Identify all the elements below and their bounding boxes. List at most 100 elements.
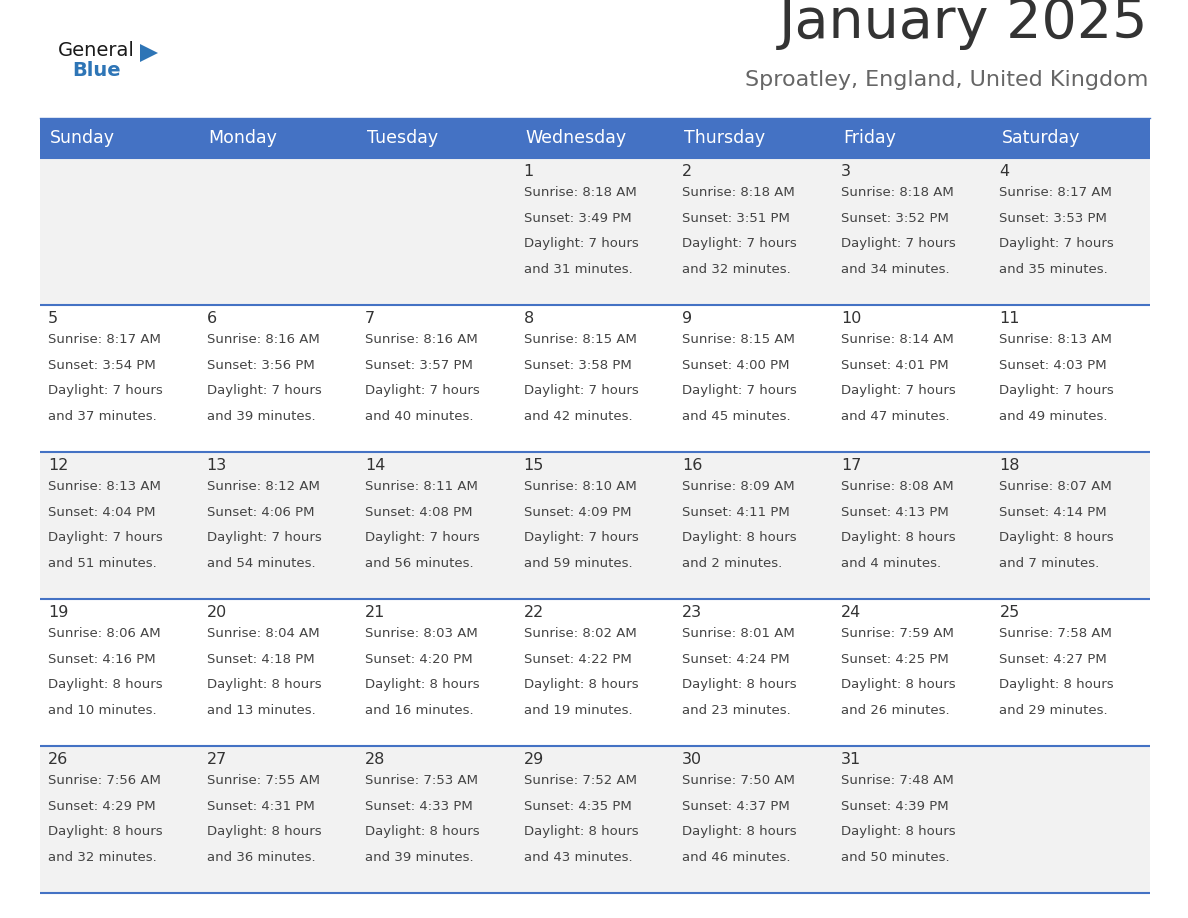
Text: and 16 minutes.: and 16 minutes.	[365, 704, 474, 717]
Text: Sunrise: 7:59 AM: Sunrise: 7:59 AM	[841, 627, 954, 640]
Text: Sunrise: 8:06 AM: Sunrise: 8:06 AM	[48, 627, 160, 640]
Text: Sunset: 3:57 PM: Sunset: 3:57 PM	[365, 359, 473, 372]
Text: 14: 14	[365, 458, 386, 473]
Text: and 59 minutes.: and 59 minutes.	[524, 557, 632, 570]
Text: Sunset: 4:00 PM: Sunset: 4:00 PM	[682, 359, 790, 372]
Text: Daylight: 7 hours: Daylight: 7 hours	[999, 238, 1114, 251]
Text: Daylight: 7 hours: Daylight: 7 hours	[207, 385, 321, 397]
Text: Daylight: 7 hours: Daylight: 7 hours	[365, 532, 480, 544]
Text: and 32 minutes.: and 32 minutes.	[48, 851, 157, 864]
Text: Sunrise: 8:09 AM: Sunrise: 8:09 AM	[682, 480, 795, 493]
Text: and 40 minutes.: and 40 minutes.	[365, 410, 474, 423]
Text: Monday: Monday	[209, 129, 278, 147]
Text: and 45 minutes.: and 45 minutes.	[682, 410, 791, 423]
Text: Daylight: 8 hours: Daylight: 8 hours	[524, 678, 638, 691]
Text: Sunset: 4:33 PM: Sunset: 4:33 PM	[365, 800, 473, 812]
Text: Blue: Blue	[72, 61, 121, 80]
Text: Daylight: 8 hours: Daylight: 8 hours	[841, 678, 955, 691]
Text: Daylight: 8 hours: Daylight: 8 hours	[48, 678, 163, 691]
Bar	[40, 599, 1150, 746]
Bar	[40, 118, 1150, 158]
Text: Daylight: 8 hours: Daylight: 8 hours	[682, 825, 797, 838]
Text: and 56 minutes.: and 56 minutes.	[365, 557, 474, 570]
Text: Sunrise: 8:01 AM: Sunrise: 8:01 AM	[682, 627, 795, 640]
Text: Sunrise: 7:50 AM: Sunrise: 7:50 AM	[682, 774, 795, 787]
Text: and 49 minutes.: and 49 minutes.	[999, 410, 1108, 423]
Text: Daylight: 7 hours: Daylight: 7 hours	[682, 238, 797, 251]
Text: and 29 minutes.: and 29 minutes.	[999, 704, 1108, 717]
Text: Sunset: 4:35 PM: Sunset: 4:35 PM	[524, 800, 632, 812]
Text: Sunrise: 8:07 AM: Sunrise: 8:07 AM	[999, 480, 1112, 493]
Text: 9: 9	[682, 311, 693, 326]
Text: Daylight: 7 hours: Daylight: 7 hours	[524, 385, 638, 397]
Text: 18: 18	[999, 458, 1020, 473]
Text: Sunrise: 8:11 AM: Sunrise: 8:11 AM	[365, 480, 478, 493]
Text: Sunset: 3:51 PM: Sunset: 3:51 PM	[682, 212, 790, 225]
Text: Wednesday: Wednesday	[526, 129, 627, 147]
Text: Sunset: 4:31 PM: Sunset: 4:31 PM	[207, 800, 315, 812]
Text: Sunrise: 8:13 AM: Sunrise: 8:13 AM	[999, 333, 1112, 346]
Text: 29: 29	[524, 752, 544, 767]
Polygon shape	[140, 44, 158, 62]
Text: Sunrise: 8:03 AM: Sunrise: 8:03 AM	[365, 627, 478, 640]
Text: 28: 28	[365, 752, 386, 767]
Text: 13: 13	[207, 458, 227, 473]
Text: Daylight: 7 hours: Daylight: 7 hours	[48, 532, 163, 544]
Text: Sunset: 4:06 PM: Sunset: 4:06 PM	[207, 506, 314, 519]
Text: and 32 minutes.: and 32 minutes.	[682, 263, 791, 276]
Text: and 46 minutes.: and 46 minutes.	[682, 851, 791, 864]
Text: Daylight: 7 hours: Daylight: 7 hours	[999, 385, 1114, 397]
Text: and 26 minutes.: and 26 minutes.	[841, 704, 949, 717]
Text: Sunset: 3:54 PM: Sunset: 3:54 PM	[48, 359, 156, 372]
Text: Sunrise: 7:48 AM: Sunrise: 7:48 AM	[841, 774, 954, 787]
Text: Sunset: 4:22 PM: Sunset: 4:22 PM	[524, 653, 632, 666]
Text: and 37 minutes.: and 37 minutes.	[48, 410, 157, 423]
Text: Sunset: 4:04 PM: Sunset: 4:04 PM	[48, 506, 156, 519]
Text: Sunrise: 7:53 AM: Sunrise: 7:53 AM	[365, 774, 478, 787]
Text: Sunrise: 8:17 AM: Sunrise: 8:17 AM	[48, 333, 160, 346]
Text: Sunset: 3:56 PM: Sunset: 3:56 PM	[207, 359, 315, 372]
Text: Sunset: 4:24 PM: Sunset: 4:24 PM	[682, 653, 790, 666]
Text: 1: 1	[524, 164, 533, 179]
Text: Sunset: 4:25 PM: Sunset: 4:25 PM	[841, 653, 948, 666]
Text: Daylight: 8 hours: Daylight: 8 hours	[524, 825, 638, 838]
Text: Sunrise: 8:16 AM: Sunrise: 8:16 AM	[365, 333, 478, 346]
Text: and 4 minutes.: and 4 minutes.	[841, 557, 941, 570]
Text: and 36 minutes.: and 36 minutes.	[207, 851, 315, 864]
Text: 26: 26	[48, 752, 68, 767]
Text: Sunrise: 8:15 AM: Sunrise: 8:15 AM	[682, 333, 795, 346]
Text: 31: 31	[841, 752, 861, 767]
Text: Sunrise: 8:08 AM: Sunrise: 8:08 AM	[841, 480, 954, 493]
Bar	[40, 452, 1150, 599]
Bar	[40, 746, 1150, 893]
Text: 8: 8	[524, 311, 533, 326]
Text: Daylight: 7 hours: Daylight: 7 hours	[365, 385, 480, 397]
Text: Sunrise: 8:14 AM: Sunrise: 8:14 AM	[841, 333, 954, 346]
Text: Sunrise: 8:18 AM: Sunrise: 8:18 AM	[682, 186, 795, 199]
Text: Daylight: 7 hours: Daylight: 7 hours	[48, 385, 163, 397]
Text: Sunset: 3:53 PM: Sunset: 3:53 PM	[999, 212, 1107, 225]
Text: Sunset: 4:09 PM: Sunset: 4:09 PM	[524, 506, 631, 519]
Text: Sunrise: 7:58 AM: Sunrise: 7:58 AM	[999, 627, 1112, 640]
Text: Sunset: 4:01 PM: Sunset: 4:01 PM	[841, 359, 948, 372]
Text: Sunset: 4:11 PM: Sunset: 4:11 PM	[682, 506, 790, 519]
Text: Sunrise: 7:55 AM: Sunrise: 7:55 AM	[207, 774, 320, 787]
Text: Daylight: 8 hours: Daylight: 8 hours	[999, 532, 1114, 544]
Text: Daylight: 7 hours: Daylight: 7 hours	[524, 238, 638, 251]
Text: Daylight: 7 hours: Daylight: 7 hours	[841, 238, 955, 251]
Text: Sunset: 4:03 PM: Sunset: 4:03 PM	[999, 359, 1107, 372]
Text: Sunrise: 7:52 AM: Sunrise: 7:52 AM	[524, 774, 637, 787]
Text: Daylight: 7 hours: Daylight: 7 hours	[841, 385, 955, 397]
Text: Daylight: 8 hours: Daylight: 8 hours	[207, 825, 321, 838]
Text: 19: 19	[48, 605, 69, 620]
Text: Tuesday: Tuesday	[367, 129, 438, 147]
Text: Sunrise: 8:04 AM: Sunrise: 8:04 AM	[207, 627, 320, 640]
Text: Daylight: 8 hours: Daylight: 8 hours	[999, 678, 1114, 691]
Text: Sunset: 3:49 PM: Sunset: 3:49 PM	[524, 212, 631, 225]
Text: 16: 16	[682, 458, 702, 473]
Text: Sunset: 4:37 PM: Sunset: 4:37 PM	[682, 800, 790, 812]
Text: 6: 6	[207, 311, 216, 326]
Text: 24: 24	[841, 605, 861, 620]
Text: Sunrise: 8:12 AM: Sunrise: 8:12 AM	[207, 480, 320, 493]
Text: 15: 15	[524, 458, 544, 473]
